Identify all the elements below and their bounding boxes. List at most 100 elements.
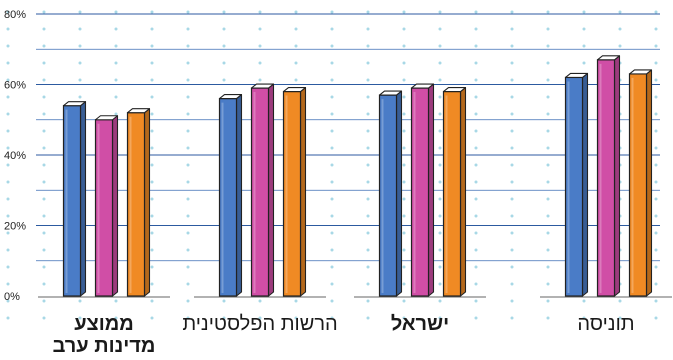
background-dot <box>78 95 82 99</box>
background-dot <box>186 44 190 48</box>
background-dot <box>42 197 46 201</box>
background-dot <box>582 10 586 14</box>
background-dot <box>546 248 550 252</box>
background-dot <box>78 61 82 65</box>
background-dot <box>510 299 514 303</box>
background-dot <box>186 163 190 167</box>
background-dot <box>474 180 478 184</box>
background-dot <box>114 61 118 65</box>
background-dot <box>510 112 514 116</box>
background-dot <box>618 44 622 48</box>
category-label: תוניסה <box>577 313 634 335</box>
background-dot <box>510 146 514 150</box>
background-dot <box>366 214 370 218</box>
background-dot <box>654 61 658 65</box>
background-dot <box>438 61 442 65</box>
background-dot <box>510 180 514 184</box>
background-dot <box>222 299 226 303</box>
background-dot <box>186 282 190 286</box>
y-tick-label: 80% <box>4 9 26 21</box>
background-dot <box>546 146 550 150</box>
background-dot <box>150 129 154 133</box>
background-dot <box>366 78 370 82</box>
background-dot <box>366 112 370 116</box>
background-dot <box>438 180 442 184</box>
background-dot <box>582 316 586 320</box>
background-dot <box>42 112 46 116</box>
background-dot <box>78 316 82 320</box>
background-dot <box>402 95 406 99</box>
background-dot <box>186 214 190 218</box>
background-dot <box>366 299 370 303</box>
background-dot <box>510 248 514 252</box>
background-dot <box>618 10 622 14</box>
background-dot <box>654 180 658 184</box>
y-tick-label: 40% <box>4 150 26 162</box>
background-dot <box>654 248 658 252</box>
background-dot <box>330 214 334 218</box>
background-dot <box>402 316 406 320</box>
background-dot <box>474 112 478 116</box>
background-dot <box>474 299 478 303</box>
background-dot <box>438 197 442 201</box>
background-dot <box>510 197 514 201</box>
background-dot <box>150 95 154 99</box>
background-dot <box>546 197 550 201</box>
background-dot <box>6 146 10 150</box>
background-dot <box>654 27 658 31</box>
background-dot <box>186 95 190 99</box>
background-dot <box>78 78 82 82</box>
bar <box>596 55 621 297</box>
background-dot <box>402 163 406 167</box>
background-dot <box>474 214 478 218</box>
bar <box>94 115 119 297</box>
background-dot <box>654 231 658 235</box>
background-dot <box>6 214 10 218</box>
background-dot <box>366 163 370 167</box>
background-dot <box>42 180 46 184</box>
background-dot <box>654 163 658 167</box>
background-dot <box>294 316 298 320</box>
background-dot <box>330 78 334 82</box>
background-dot <box>150 299 154 303</box>
background-dot <box>474 10 478 14</box>
background-dot <box>150 163 154 167</box>
background-dot <box>546 95 550 99</box>
bar <box>628 69 653 297</box>
bar <box>218 94 243 297</box>
y-axis-ticks: 0% 20% 40% 60% 80% <box>4 9 26 303</box>
background-dot <box>258 61 262 65</box>
background-dot <box>78 10 82 14</box>
background-dot <box>330 282 334 286</box>
background-dot <box>402 61 406 65</box>
background-dot <box>330 129 334 133</box>
background-dot <box>150 231 154 235</box>
background-dot <box>186 78 190 82</box>
background-dot <box>186 316 190 320</box>
background-dot <box>618 316 622 320</box>
background-dot <box>186 129 190 133</box>
background-dot <box>546 180 550 184</box>
background-dot <box>654 146 658 150</box>
background-dot <box>366 146 370 150</box>
background-dot <box>654 265 658 269</box>
background-dot <box>42 61 46 65</box>
background-dot <box>114 299 118 303</box>
background-dot <box>258 27 262 31</box>
background-dot <box>330 248 334 252</box>
background-dot <box>150 10 154 14</box>
background-dot <box>582 299 586 303</box>
background-dot <box>546 112 550 116</box>
background-dot <box>6 95 10 99</box>
background-dot <box>366 10 370 14</box>
bar <box>410 83 435 297</box>
background-dot <box>114 95 118 99</box>
background-dot <box>258 10 262 14</box>
background-dot <box>6 78 10 82</box>
background-dot <box>654 112 658 116</box>
background-dot <box>582 61 586 65</box>
background-dot <box>186 27 190 31</box>
background-dot <box>546 299 550 303</box>
background-dot <box>114 27 118 31</box>
